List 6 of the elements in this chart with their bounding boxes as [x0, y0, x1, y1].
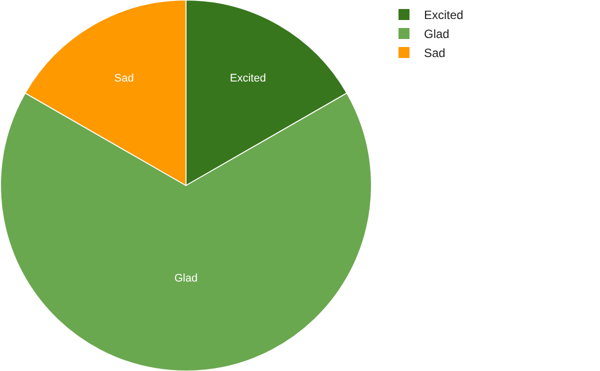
legend-label: Glad: [424, 27, 450, 42]
slice-label: Excited: [230, 72, 266, 85]
slice-label: Sad: [114, 72, 134, 85]
slice-label: Glad: [174, 272, 198, 284]
legend-label: Excited: [424, 8, 464, 22]
legend-label: Sad: [424, 46, 446, 60]
